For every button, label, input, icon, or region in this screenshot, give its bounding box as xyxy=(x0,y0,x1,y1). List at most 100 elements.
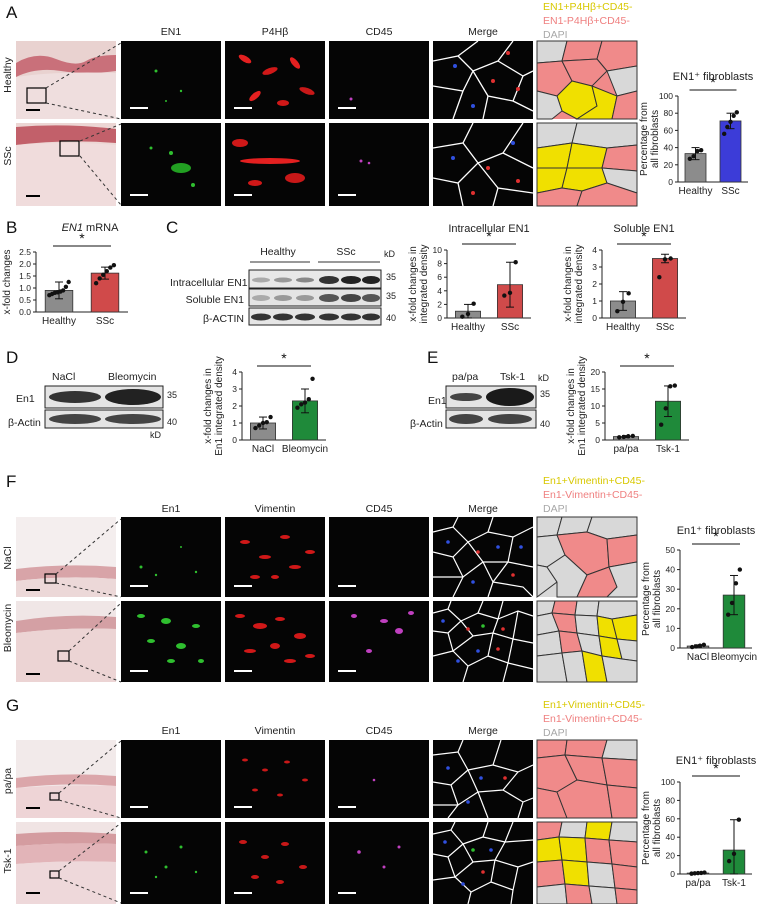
legend-a-pos: EN1+P4Hβ+CD45- xyxy=(543,1,633,13)
x-tick-label: Bleomycin xyxy=(282,444,328,455)
chart-title: Intracellular EN1 xyxy=(448,223,529,235)
data-point xyxy=(691,154,696,159)
data-point xyxy=(63,284,69,289)
data-point xyxy=(701,642,707,648)
legend-a-neg: EN1-P4Hβ+CD45- xyxy=(543,15,630,27)
tile-f-bleo-vimentin xyxy=(225,601,325,682)
data-point xyxy=(471,301,476,306)
data-point xyxy=(264,419,269,425)
chart-b: 0.0 0.5 1.0 1.5 2.0 2.5 x-fold changes Healthy S… xyxy=(2,230,128,327)
blot-c-row-actin: β-ACTIN xyxy=(202,313,244,325)
data-point xyxy=(299,402,304,407)
y-tick-label: 20 xyxy=(666,604,676,614)
voronoi-f-bleo xyxy=(536,600,638,683)
tile-f-nacl-en1 xyxy=(121,517,221,597)
channel-header-f-cd45: CD45 xyxy=(365,503,393,515)
inset-box xyxy=(59,140,80,157)
significance-star: * xyxy=(641,228,647,244)
blot-e-group-papa: pa/pa xyxy=(452,371,479,383)
y-tick-label: 2.0 xyxy=(19,259,31,269)
histology-nacl xyxy=(16,517,116,597)
tile-f-nacl-merge xyxy=(433,517,533,597)
blot-d-row-actin: β-Actin xyxy=(8,417,41,429)
y-tick-label: 10 xyxy=(433,245,443,255)
significance-star: * xyxy=(281,350,287,366)
blot-e-row-en1: En1 xyxy=(428,395,447,407)
y-tick-label: 60 xyxy=(666,814,676,824)
y-tick-label: 0 xyxy=(232,435,237,445)
scale-bar xyxy=(26,195,40,197)
legend-f-neg: En1-Vimentin+CD45- xyxy=(543,489,643,501)
data-point xyxy=(93,281,99,286)
channel-header-g-cd45: CD45 xyxy=(365,725,393,737)
blot-e-group-tsk: Tsk-1 xyxy=(500,371,526,383)
chart-c1: Intracellular EN1 0 2 4 6 8 10x-fold changes i… xyxy=(408,223,531,333)
scale-bar xyxy=(26,673,40,675)
tile-g-tsk-merge xyxy=(433,822,533,904)
y-tick-label: 6 xyxy=(437,272,442,282)
data-point xyxy=(699,870,704,876)
chart-title: EN1⁺ fibroblasts xyxy=(676,755,757,767)
chart-d: 0 1 2 3 4 x-fold changes inEn1 integrated den… xyxy=(203,350,328,456)
y-tick-label: 2 xyxy=(592,279,597,289)
x-tick-label: pa/pa xyxy=(685,878,710,889)
data-point xyxy=(104,269,109,274)
data-point xyxy=(728,119,733,124)
data-point xyxy=(668,256,673,261)
blot-d xyxy=(44,385,164,429)
legend-g-neg: En1-Vimentin+CD45- xyxy=(543,713,643,725)
y-tick-label: 10 xyxy=(591,401,601,411)
data-point xyxy=(722,131,727,137)
x-tick-label: Bleomycin xyxy=(711,652,757,663)
x-tick-label: SSc xyxy=(501,322,519,333)
tile-a-healthy-cd45 xyxy=(329,41,429,119)
y-tick-label: 3 xyxy=(592,262,597,272)
data-point xyxy=(616,435,622,440)
tile-a-ssc-en1 xyxy=(121,123,221,206)
blot-d-row-en1: En1 xyxy=(16,393,35,405)
histology-bleomycin xyxy=(16,601,116,682)
y-tick-label: 40 xyxy=(664,143,674,153)
data-point xyxy=(260,420,266,426)
inset-box xyxy=(49,870,60,879)
chart-e: 0 5 10 15 20x-fold changes inEn1 integrated … xyxy=(566,350,689,456)
blot-d-kd: kD xyxy=(150,430,161,440)
y-tick-label: 20 xyxy=(666,851,676,861)
data-point xyxy=(731,851,737,856)
data-point xyxy=(697,643,703,648)
y-tick-label: 8 xyxy=(437,259,442,269)
data-point xyxy=(465,311,471,317)
y-tick-label: 50 xyxy=(666,545,676,555)
y-tick-label: 4 xyxy=(592,245,597,255)
data-point xyxy=(689,871,694,876)
tile-a-healthy-en1 xyxy=(121,41,221,119)
blot-d-group-bleomycin: Bleomycin xyxy=(108,371,157,383)
tile-f-bleo-cd45 xyxy=(329,601,429,682)
voronoi-g-tsk xyxy=(536,821,638,904)
data-point xyxy=(736,817,742,822)
data-point xyxy=(731,113,736,118)
x-tick-label: Tsk-1 xyxy=(656,444,680,455)
tile-f-bleo-merge xyxy=(433,601,533,682)
tile-a-ssc-cd45 xyxy=(329,123,429,206)
data-point xyxy=(257,423,262,428)
y-axis-label: x-fold changes xyxy=(2,249,13,314)
x-tick-label: NaCl xyxy=(687,652,709,663)
tile-f-nacl-vimentin xyxy=(225,517,325,597)
y-tick-label: 0.5 xyxy=(19,295,31,305)
significance-star: * xyxy=(713,528,719,544)
data-point xyxy=(734,110,739,115)
data-point xyxy=(668,384,673,389)
y-tick-label: 20 xyxy=(664,160,674,170)
panel-letter-a: A xyxy=(6,3,18,22)
data-point xyxy=(687,156,693,161)
data-point xyxy=(733,581,739,586)
data-point xyxy=(108,265,113,270)
chart-title: EN1⁺ fibroblasts xyxy=(673,71,754,83)
blot-c-marker-2: 35 xyxy=(386,291,397,301)
